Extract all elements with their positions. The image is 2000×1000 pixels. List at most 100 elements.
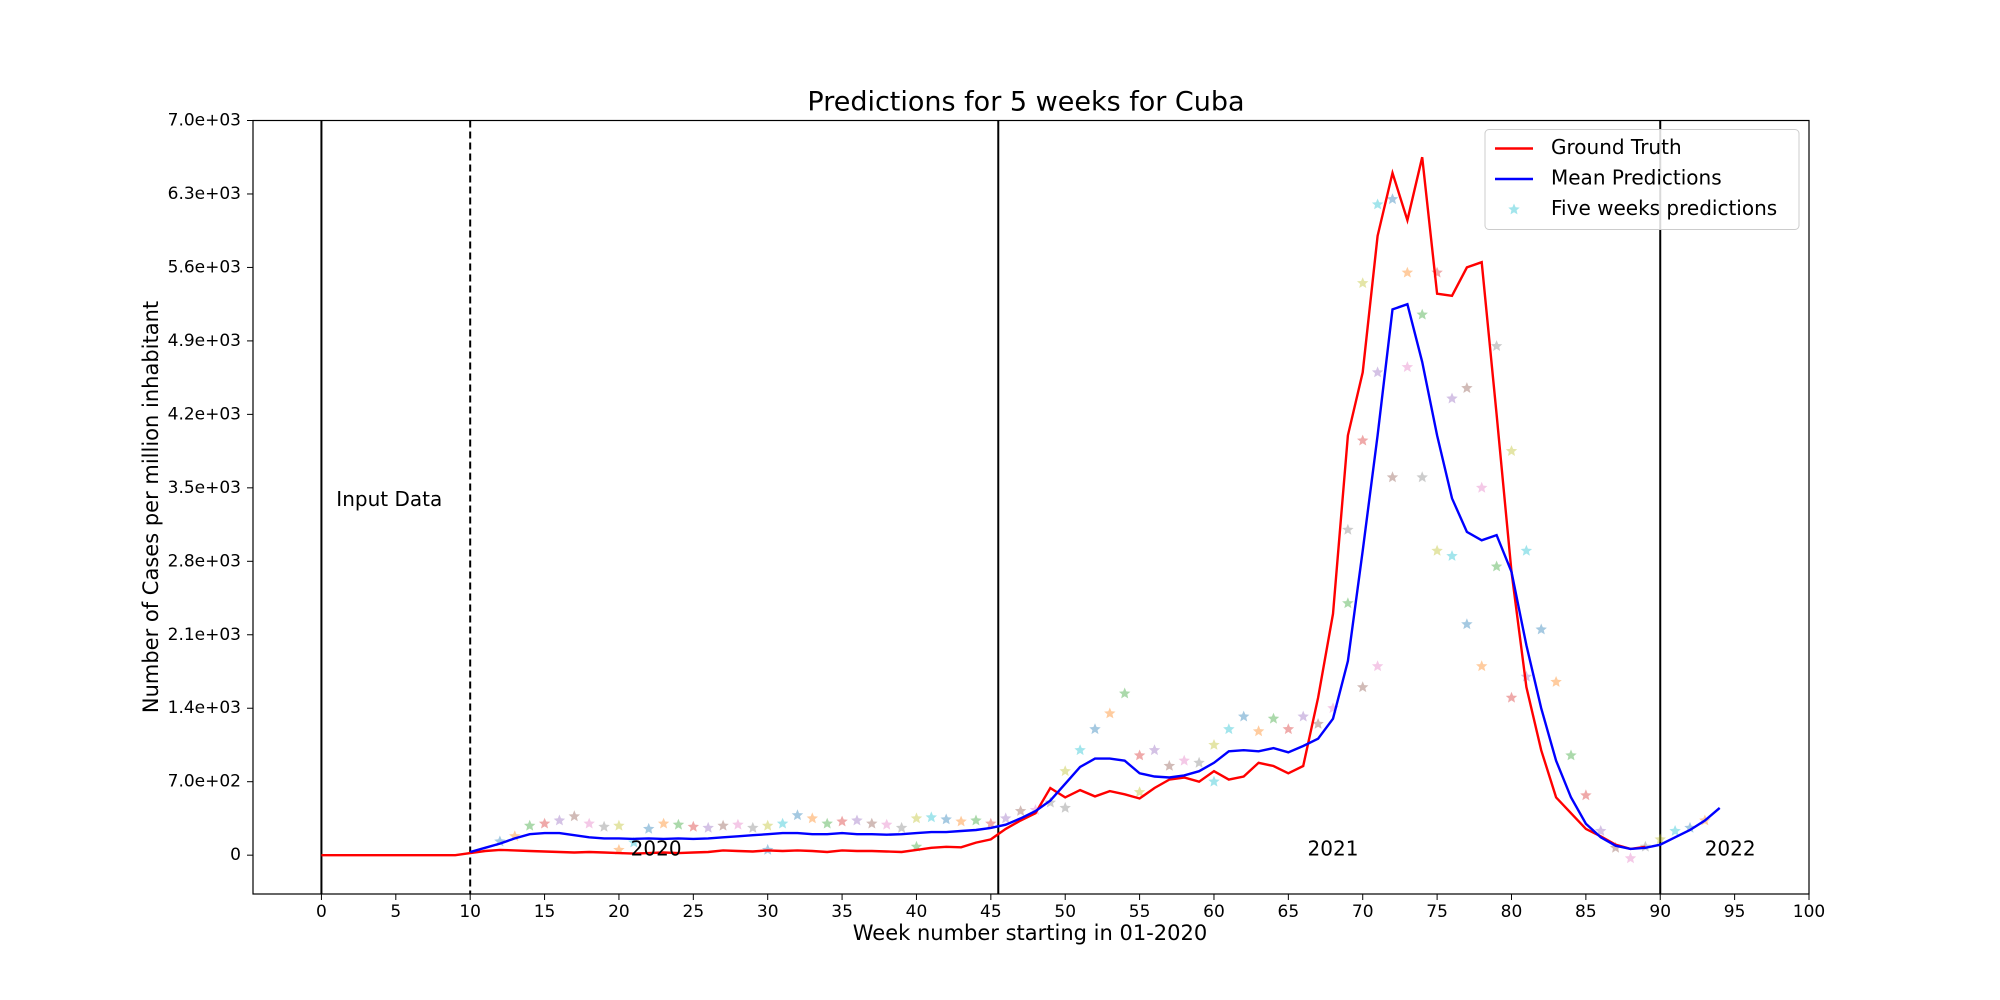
prediction-star <box>524 819 536 831</box>
annotation: 2022 <box>1705 836 1756 860</box>
y-tick-label: 7.0e+02 <box>168 772 241 792</box>
prediction-star <box>1624 852 1637 864</box>
y-tick-label: 2.8e+03 <box>168 551 241 571</box>
prediction-star <box>1282 723 1295 735</box>
x-tick-label: 25 <box>683 902 705 922</box>
prediction-star <box>1297 710 1309 722</box>
legend-marker <box>1508 203 1520 215</box>
prediction-star <box>1505 691 1518 703</box>
prediction-star <box>1535 623 1547 635</box>
prediction-star <box>672 818 685 830</box>
prediction-star <box>910 812 923 824</box>
prediction-star <box>1342 523 1354 535</box>
prediction-star <box>628 836 640 848</box>
prediction-star <box>1357 277 1369 288</box>
annotation: 2020 <box>631 836 682 860</box>
prediction-star <box>1133 749 1146 761</box>
prediction-star <box>1654 833 1666 845</box>
prediction-star <box>1208 775 1220 787</box>
prediction-star <box>1386 471 1399 483</box>
x-tick-label: 0 <box>316 902 327 922</box>
prediction-star <box>940 813 952 825</box>
prediction-star <box>1461 382 1473 393</box>
prediction-star <box>1446 392 1458 404</box>
x-tick-label: 95 <box>1724 902 1746 922</box>
prediction-star <box>1267 712 1280 724</box>
prediction-star <box>1000 812 1012 824</box>
prediction-star <box>747 821 759 833</box>
prediction-star <box>702 821 714 833</box>
x-tick-label: 80 <box>1501 902 1523 922</box>
x-tick-label: 85 <box>1575 902 1597 922</box>
x-tick-label: 20 <box>608 902 630 922</box>
y-tick-label: 6.3e+03 <box>168 184 241 204</box>
series-line <box>321 156 1646 857</box>
prediction-star <box>1252 725 1265 737</box>
prediction-star <box>1223 723 1235 735</box>
prediction-star <box>1669 825 1681 836</box>
prediction-star <box>1371 198 1384 210</box>
prediction-star <box>1446 550 1458 561</box>
y-tick-label: 3.5e+03 <box>168 478 241 498</box>
prediction-star <box>1565 749 1577 761</box>
prediction-star <box>1490 560 1503 572</box>
prediction-star <box>895 821 908 833</box>
prediction-star <box>1416 308 1428 320</box>
prediction-star <box>613 819 625 831</box>
prediction-star <box>791 809 804 821</box>
x-tick-label: 45 <box>980 902 1002 922</box>
prediction-star <box>1074 744 1086 756</box>
prediction-star <box>1550 676 1562 687</box>
prediction-star <box>553 814 566 826</box>
x-tick-label: 15 <box>534 902 556 922</box>
y-tick-label: 1.4e+03 <box>168 698 241 718</box>
plot-frame <box>252 119 1810 895</box>
prediction-star <box>970 814 982 826</box>
prediction-star <box>1208 739 1220 750</box>
x-tick-label: 35 <box>831 902 853 922</box>
prediction-star <box>1520 544 1533 556</box>
prediction-star <box>821 817 833 829</box>
prediction-star <box>1014 805 1027 816</box>
x-tick-label: 65 <box>1278 902 1300 922</box>
prediction-star <box>925 811 937 823</box>
prediction-star <box>1580 789 1592 801</box>
prediction-star <box>1342 597 1354 609</box>
prediction-star <box>1490 340 1503 351</box>
prediction-star <box>1163 760 1176 771</box>
prediction-star <box>1327 702 1339 714</box>
prediction-star <box>985 817 997 829</box>
annotation: Input Data <box>336 487 442 511</box>
prediction-star <box>851 814 863 826</box>
y-tick-label: 5.6e+03 <box>168 257 241 277</box>
x-tick-label: 10 <box>459 902 481 922</box>
prediction-star <box>1193 756 1205 768</box>
legend-box <box>1484 129 1800 230</box>
prediction-star <box>1371 660 1384 672</box>
prediction-star <box>1476 481 1488 493</box>
prediction-star <box>1059 765 1071 777</box>
x-tick-label: 70 <box>1352 902 1374 922</box>
annotation: 2021 <box>1308 836 1359 860</box>
prediction-star <box>1178 754 1190 766</box>
series-line <box>469 302 1721 854</box>
prediction-star <box>1461 618 1473 630</box>
prediction-star <box>762 819 774 831</box>
prediction-star <box>1595 825 1607 836</box>
prediction-star <box>1431 544 1443 556</box>
prediction-star <box>910 840 923 852</box>
prediction-star <box>1505 445 1518 456</box>
prediction-star <box>717 819 729 831</box>
prediction-star <box>687 820 699 832</box>
prediction-star <box>1104 707 1116 719</box>
y-tick-label: 0 <box>230 845 241 865</box>
prediction-star <box>1684 821 1696 833</box>
legend-label: Mean Predictions <box>1551 166 1722 190</box>
prediction-star <box>1401 266 1414 278</box>
prediction-star <box>568 810 580 822</box>
x-axis-label: Week number starting in 01-2020 <box>853 921 1207 945</box>
y-tick-label: 2.1e+03 <box>168 625 241 645</box>
prediction-star <box>955 815 967 827</box>
